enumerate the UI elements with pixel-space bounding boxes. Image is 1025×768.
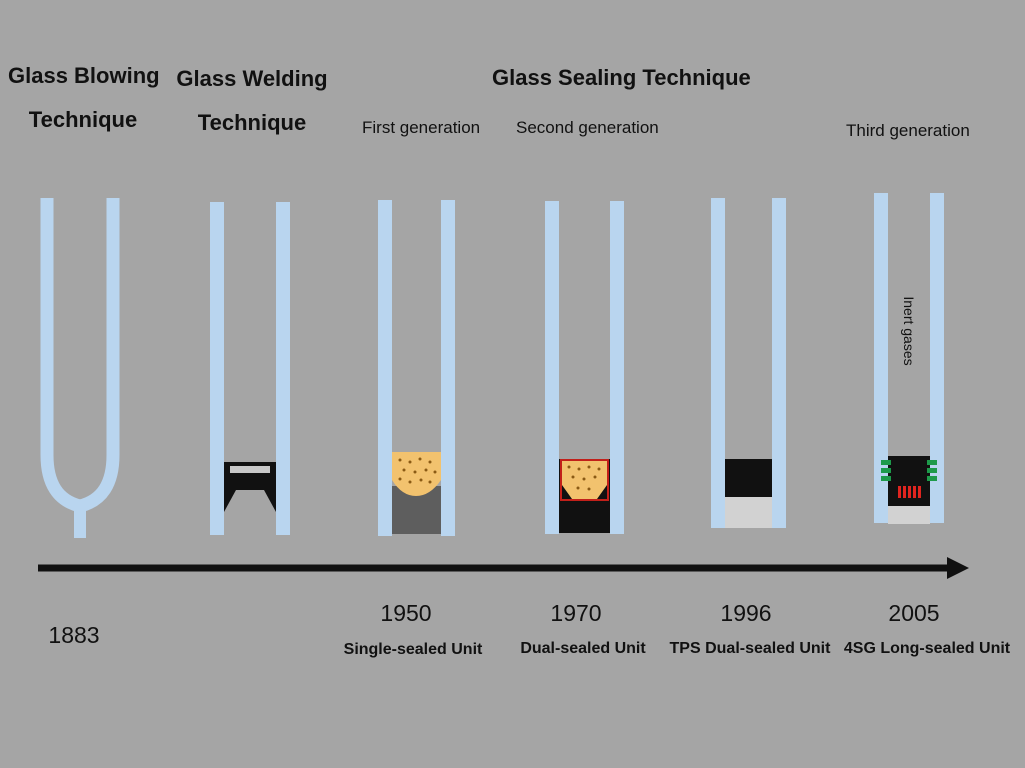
welding-spacer [224, 462, 276, 512]
dual-sealed-pane-left [545, 201, 559, 534]
header-glass-welding-line2: Technique [197, 110, 307, 135]
year-2005: 2005 [888, 600, 940, 626]
year-1970: 1970 [550, 600, 602, 626]
unit-label-tps-dual-sealed: TPS Dual-sealed Unit [669, 640, 831, 657]
header-glass-blowing-line1: Glass Blowing [8, 63, 160, 88]
header-glass-welding-line1: Glass Welding [176, 66, 328, 91]
year-1950: 1950 [380, 600, 432, 626]
header-glass-sealing: Glass Sealing Technique [492, 65, 751, 90]
tps-pane-right [772, 198, 786, 528]
tps-secondary-seal [725, 497, 772, 528]
year-1996: 1996 [720, 600, 772, 626]
label-third-generation: Third generation [846, 121, 970, 140]
dual-sealed-spacer [559, 459, 610, 533]
year-1883: 1883 [48, 622, 100, 648]
dual-sealed-pane-right [610, 201, 624, 534]
4sg-pane-right [930, 193, 944, 523]
welding-pane-left [210, 202, 224, 535]
single-sealed-pane-left [378, 200, 392, 536]
tps-pane-left [711, 198, 725, 528]
label-first-generation: First generation [362, 118, 481, 137]
label-second-generation: Second generation [516, 118, 659, 137]
header-glass-welding: Glass Welding Technique [176, 57, 328, 145]
single-sealed-pane-right [441, 200, 455, 536]
single-sealed-spacer [392, 452, 441, 534]
unit-label-single-sealed: Single-sealed Unit [343, 641, 483, 658]
header-glass-blowing: Glass Blowing Technique [8, 54, 160, 142]
tps-spacer [725, 459, 772, 497]
4sg-pane-left [874, 193, 888, 523]
4sg-spacer [881, 456, 937, 524]
unit-label-4sg-long-sealed: 4SG Long-sealed Unit [843, 640, 1011, 657]
header-glass-blowing-line2: Technique [28, 107, 138, 132]
unit-label-dual-sealed: Dual-sealed Unit [520, 640, 646, 657]
welding-pane-right [276, 202, 290, 535]
